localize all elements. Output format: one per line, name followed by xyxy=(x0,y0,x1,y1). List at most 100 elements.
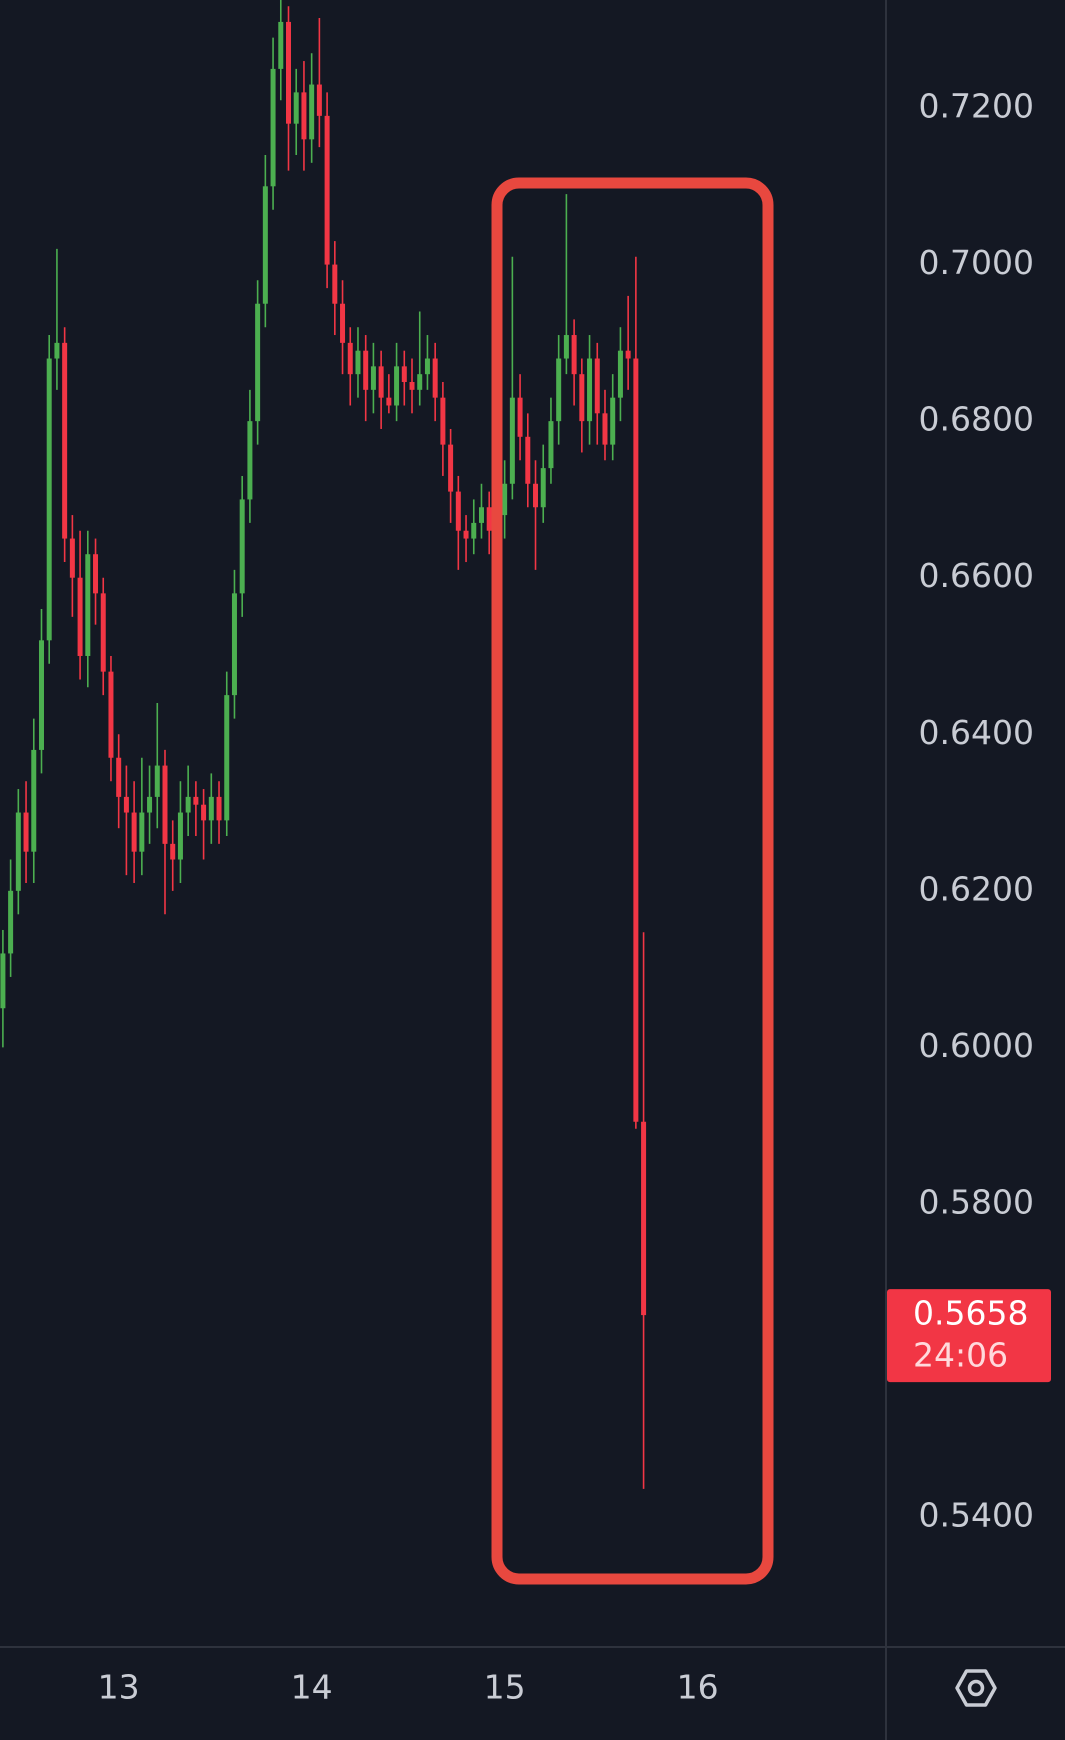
candle-body xyxy=(440,397,446,445)
x-tick-label: 15 xyxy=(484,1668,526,1707)
candle-body xyxy=(0,953,6,1009)
y-tick-label: 0.6600 xyxy=(919,556,1034,595)
candle-body xyxy=(370,366,376,390)
candle-body xyxy=(540,468,546,508)
y-tick-label: 0.7000 xyxy=(919,243,1034,282)
candle-body xyxy=(563,335,569,359)
candle-body xyxy=(131,812,137,852)
candle-body xyxy=(162,765,168,844)
candle-body xyxy=(201,804,207,821)
candle-body xyxy=(324,115,330,265)
candle-body xyxy=(77,577,83,656)
candle-body xyxy=(286,21,292,124)
y-tick-label: 0.6200 xyxy=(919,869,1034,908)
candle-body xyxy=(424,358,430,375)
settings-icon-center xyxy=(967,1679,985,1697)
candle-body xyxy=(208,796,214,821)
candle-body xyxy=(309,84,315,140)
candle-body xyxy=(193,796,199,805)
candle-body xyxy=(602,413,608,445)
y-tick-label: 0.5400 xyxy=(919,1496,1034,1535)
candle-body xyxy=(394,366,400,406)
candle-body xyxy=(401,366,407,383)
candle-body xyxy=(123,796,129,813)
candle-body xyxy=(170,843,176,860)
candle-body xyxy=(278,21,284,69)
candle-body xyxy=(154,765,160,797)
candle-body xyxy=(8,890,14,954)
y-tick-label: 0.5800 xyxy=(919,1182,1034,1221)
last-price-tag xyxy=(887,1289,1051,1383)
x-tick-label: 14 xyxy=(291,1668,333,1707)
candle-body xyxy=(231,593,237,696)
settings-button[interactable] xyxy=(955,1669,997,1707)
candle-body xyxy=(139,812,145,852)
x-tick-label: 16 xyxy=(677,1668,719,1707)
candle-body xyxy=(617,350,623,398)
candle-body xyxy=(455,491,461,531)
candle-body xyxy=(46,358,52,641)
candle-body xyxy=(147,796,153,813)
x-tick-label: 13 xyxy=(98,1668,140,1707)
candle-body xyxy=(579,374,585,422)
candle-body xyxy=(509,397,515,484)
candle-body xyxy=(610,397,616,445)
candle-body xyxy=(177,812,183,860)
candle-body xyxy=(347,342,353,375)
candle-body xyxy=(31,749,37,852)
candle-body xyxy=(332,264,338,304)
candle-body xyxy=(486,507,492,531)
last-price-label: 0.5658 xyxy=(913,1294,1028,1333)
candle-body xyxy=(239,499,245,594)
candle-body xyxy=(15,812,21,891)
candle-body xyxy=(293,92,299,124)
candle-body xyxy=(471,522,477,539)
candle-body xyxy=(502,483,508,516)
candle-body xyxy=(301,92,307,140)
candle-body xyxy=(100,593,106,672)
candle-body xyxy=(93,554,99,594)
candle-body xyxy=(587,358,593,422)
candle-body xyxy=(633,358,639,1122)
candle-body xyxy=(247,421,253,500)
settings-icon xyxy=(955,1669,997,1707)
candle-body xyxy=(108,671,114,758)
candle-body xyxy=(533,483,539,508)
candle-body xyxy=(386,397,392,406)
candle-body xyxy=(116,757,122,797)
candle-body xyxy=(363,350,369,390)
candle-body xyxy=(224,695,230,821)
y-tick-label: 0.6400 xyxy=(919,713,1034,752)
candles xyxy=(0,0,647,1489)
candle-body xyxy=(478,507,484,523)
candle-body xyxy=(594,358,600,414)
candle-body xyxy=(69,538,75,578)
candle-body xyxy=(255,303,261,422)
candle-body xyxy=(548,421,554,469)
candle-body xyxy=(340,303,346,343)
candle-body xyxy=(417,374,423,390)
candle-body xyxy=(62,342,68,539)
candle-body xyxy=(54,342,60,359)
candle-body xyxy=(525,436,531,484)
candle-body xyxy=(571,335,577,375)
candle-body xyxy=(432,358,438,398)
candle-body xyxy=(38,640,44,750)
candle-body xyxy=(448,444,454,492)
highlight-box xyxy=(491,177,774,1585)
candle-body xyxy=(85,554,91,656)
candle-body xyxy=(355,350,361,375)
candle-body xyxy=(316,84,322,116)
candle-body xyxy=(409,382,415,390)
candle-body xyxy=(378,366,384,398)
y-tick-label: 0.6000 xyxy=(919,1026,1034,1065)
y-tick-label: 0.7200 xyxy=(919,87,1034,126)
y-tick-label: 0.6800 xyxy=(919,400,1034,439)
candle-body xyxy=(517,397,523,437)
candle-body xyxy=(556,358,562,422)
countdown-label: 24:06 xyxy=(913,1336,1008,1375)
candle-body xyxy=(262,186,268,304)
candle-body xyxy=(23,812,29,852)
